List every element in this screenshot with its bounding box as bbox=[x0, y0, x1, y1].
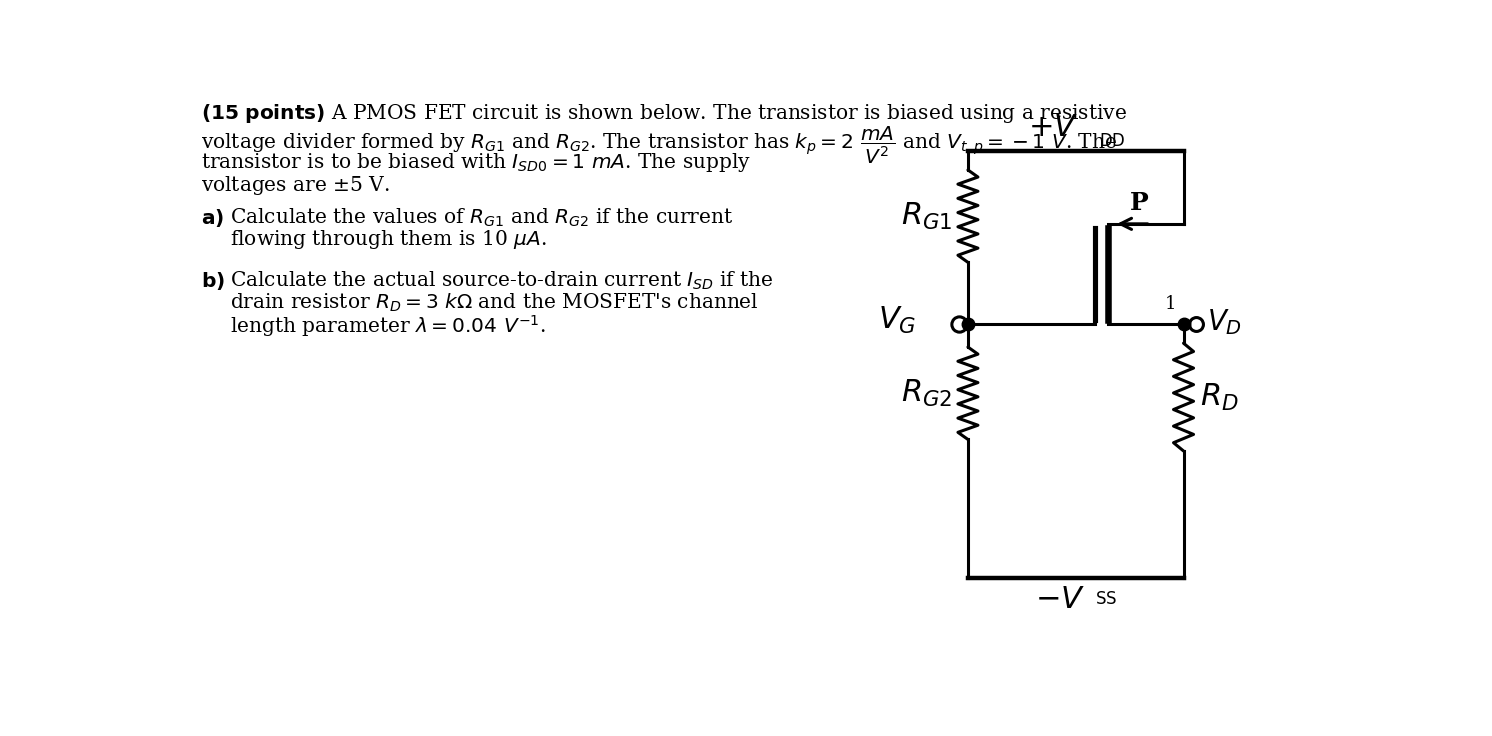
Text: length parameter $\lambda = 0.04\ V^{-1}$.: length parameter $\lambda = 0.04\ V^{-1}… bbox=[230, 313, 546, 339]
Text: $R_{G2}$: $R_{G2}$ bbox=[901, 378, 952, 408]
Text: $\mathbf{b)}$: $\mathbf{b)}$ bbox=[201, 270, 225, 292]
Text: $R_D$: $R_D$ bbox=[1201, 381, 1238, 413]
Text: drain resistor $R_D = 3\ k\Omega$ and the MOSFET's channel: drain resistor $R_D = 3\ k\Omega$ and th… bbox=[230, 291, 759, 314]
Text: $\mathbf{a)}$: $\mathbf{a)}$ bbox=[201, 207, 224, 229]
Text: $_{\rm DD}$: $_{\rm DD}$ bbox=[1098, 126, 1125, 149]
Text: P: P bbox=[1129, 191, 1149, 215]
Text: $\bf{(15\ points)}$ A PMOS FET circuit is shown below. The transistor is biased : $\bf{(15\ points)}$ A PMOS FET circuit i… bbox=[201, 102, 1126, 125]
Text: $_{\rm SS}$: $_{\rm SS}$ bbox=[1095, 584, 1118, 607]
Text: $R_{G1}$: $R_{G1}$ bbox=[901, 201, 952, 232]
Text: Calculate the values of $R_{G1}$ and $R_{G2}$ if the current: Calculate the values of $R_{G1}$ and $R_… bbox=[230, 207, 734, 229]
Text: $V_D$: $V_D$ bbox=[1207, 308, 1241, 337]
Text: $-V$: $-V$ bbox=[1035, 584, 1085, 615]
Text: Calculate the actual source-to-drain current $I_{SD}$ if the: Calculate the actual source-to-drain cur… bbox=[230, 270, 774, 292]
Text: transistor is to be biased with $I_{SD0} = 1\ mA$. The supply: transistor is to be biased with $I_{SD0}… bbox=[201, 151, 750, 174]
Text: voltage divider formed by $R_{G1}$ and $R_{G2}$. The transistor has $k_p = 2\ \d: voltage divider formed by $R_{G1}$ and $… bbox=[201, 124, 1118, 166]
Text: $V_G$: $V_G$ bbox=[877, 305, 916, 336]
Text: flowing through them is 10 $\mu A$.: flowing through them is 10 $\mu A$. bbox=[230, 228, 548, 252]
Text: 1: 1 bbox=[1164, 295, 1176, 313]
Text: $+V$: $+V$ bbox=[1028, 112, 1077, 143]
Text: voltages are $\pm$5 V.: voltages are $\pm$5 V. bbox=[201, 174, 389, 197]
